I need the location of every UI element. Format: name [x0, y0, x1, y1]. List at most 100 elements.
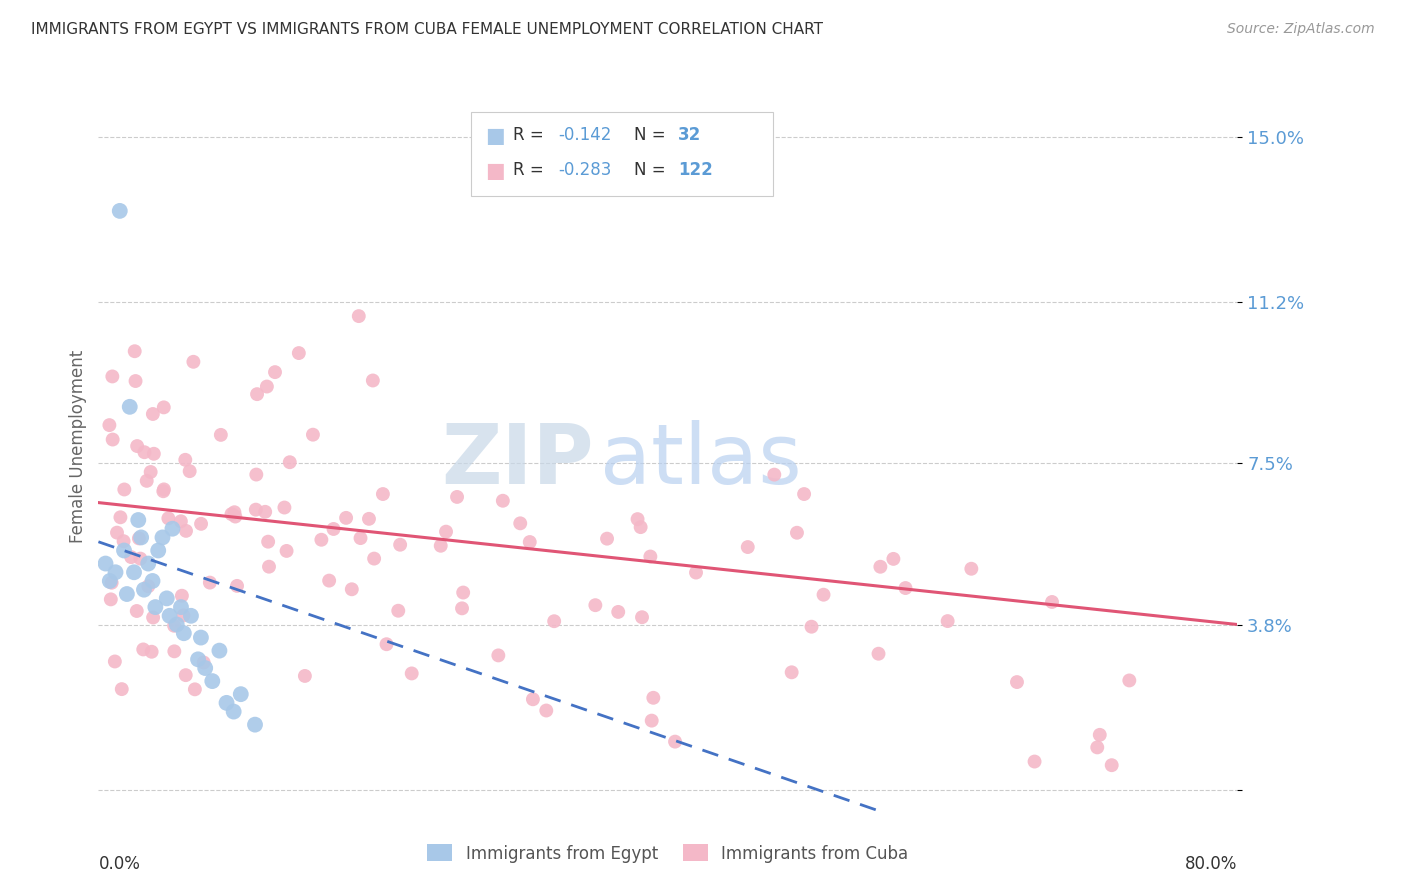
Point — [243, 717, 266, 731]
Point — [509, 516, 531, 531]
Point — [120, 550, 142, 565]
Point — [124, 344, 146, 359]
Point — [174, 668, 197, 682]
Point — [1118, 673, 1140, 688]
Point — [322, 522, 344, 536]
Point — [519, 535, 541, 549]
Point — [1024, 755, 1046, 769]
Point — [100, 592, 122, 607]
Point — [257, 559, 280, 574]
Text: 32: 32 — [678, 126, 702, 144]
Text: ZIP: ZIP — [441, 420, 593, 501]
Point — [357, 512, 380, 526]
Point — [98, 574, 121, 588]
Text: 0.0%: 0.0% — [98, 855, 141, 873]
Point — [142, 447, 165, 461]
Point — [187, 652, 209, 666]
Point — [152, 484, 174, 499]
Point — [170, 589, 193, 603]
Point — [162, 522, 184, 536]
Point — [129, 551, 152, 566]
Point — [129, 530, 152, 544]
Point — [294, 669, 316, 683]
Point — [685, 566, 707, 580]
Point — [132, 582, 155, 597]
Point — [221, 507, 243, 521]
Point — [174, 452, 197, 467]
Point — [190, 631, 212, 645]
Point — [813, 588, 835, 602]
Point — [148, 543, 170, 558]
Point — [100, 575, 122, 590]
Text: N =: N = — [634, 126, 671, 144]
Text: atlas: atlas — [599, 420, 801, 501]
Legend: Immigrants from Egypt, Immigrants from Cuba: Immigrants from Egypt, Immigrants from C… — [420, 838, 915, 869]
Point — [180, 608, 202, 623]
Point — [134, 445, 156, 459]
Point — [869, 559, 891, 574]
Point — [347, 309, 370, 323]
Point — [159, 608, 181, 623]
Point — [371, 487, 394, 501]
Point — [486, 648, 509, 663]
Point — [122, 566, 145, 580]
Point — [434, 524, 457, 539]
Point — [793, 487, 815, 501]
Point — [141, 645, 163, 659]
Point — [193, 656, 215, 670]
Point — [108, 203, 131, 218]
Point — [104, 566, 127, 580]
Point — [190, 516, 212, 531]
Point — [125, 604, 148, 618]
Point — [145, 600, 167, 615]
Point — [209, 428, 232, 442]
Point — [960, 562, 983, 576]
Point — [139, 465, 162, 479]
Point — [170, 600, 193, 615]
Point — [141, 574, 163, 588]
Text: -0.142: -0.142 — [558, 126, 612, 144]
Point — [229, 687, 252, 701]
Point — [401, 666, 423, 681]
Point — [257, 534, 280, 549]
Point — [142, 407, 165, 421]
Point — [194, 661, 217, 675]
Text: 80.0%: 80.0% — [1185, 855, 1237, 873]
Point — [543, 614, 565, 628]
Point — [446, 490, 468, 504]
Point — [630, 520, 652, 534]
Text: ■: ■ — [485, 126, 505, 145]
Point — [288, 346, 311, 360]
Point — [894, 581, 917, 595]
Point — [226, 579, 249, 593]
Point — [124, 374, 146, 388]
Point — [522, 692, 544, 706]
Text: R =: R = — [513, 161, 550, 178]
Point — [276, 544, 298, 558]
Point — [1101, 758, 1123, 772]
Point — [153, 483, 176, 497]
Point — [156, 591, 179, 606]
Point — [273, 500, 295, 515]
Point — [215, 696, 238, 710]
Point — [183, 355, 205, 369]
Text: -0.283: -0.283 — [558, 161, 612, 178]
Point — [104, 655, 127, 669]
Point — [596, 532, 619, 546]
Point — [1085, 740, 1108, 755]
Point — [264, 365, 287, 379]
Text: ■: ■ — [485, 161, 505, 180]
Point — [536, 704, 558, 718]
Point — [201, 674, 224, 689]
Point — [389, 538, 412, 552]
Point — [98, 418, 121, 433]
Point — [429, 539, 451, 553]
Point — [127, 513, 149, 527]
Point — [112, 543, 135, 558]
Point — [643, 690, 665, 705]
Point — [132, 642, 155, 657]
Text: 122: 122 — [678, 161, 713, 178]
Point — [112, 483, 135, 497]
Point — [800, 620, 823, 634]
Point — [163, 619, 186, 633]
